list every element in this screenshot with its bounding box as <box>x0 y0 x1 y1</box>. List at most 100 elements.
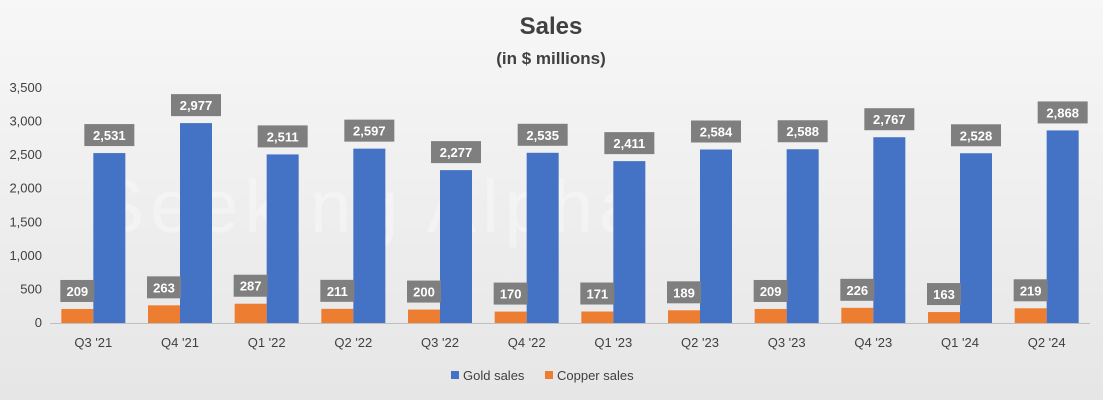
data-label-box <box>1037 101 1088 124</box>
data-label: 170 <box>500 287 522 302</box>
copper-sales-bar <box>321 308 354 323</box>
copper-sales-bar <box>494 311 527 323</box>
x-axis: Q3 '21 Q4 '21 Q1 '22 Q2 '22 Q3 '22 Q4 '22 Q1 '… <box>50 323 1090 350</box>
gold-sales-bar <box>700 149 732 323</box>
data-label-box <box>951 124 1001 147</box>
y-tick-label: 2,000 <box>9 181 42 196</box>
data-label-box <box>604 132 655 155</box>
data-label-box <box>753 279 788 302</box>
copper-sales-bar <box>408 309 440 323</box>
chart-subtitle: (in $ millions) <box>496 49 606 68</box>
copper-sales-bar <box>148 305 180 323</box>
data-label: 2,511 <box>267 129 299 144</box>
data-label-box <box>147 276 181 299</box>
y-tick-label: 3,500 <box>9 80 42 95</box>
legend-swatch <box>545 371 553 379</box>
x-tick-label: Q3 '22 <box>421 335 459 350</box>
data-label-box <box>667 281 701 304</box>
data-label: 219 <box>1020 283 1042 298</box>
data-label: 2,977 <box>180 98 213 113</box>
data-label: 189 <box>673 285 695 300</box>
chart-title: Sales <box>520 13 583 40</box>
data-labels: 209 2,531 263 2,977 287 2,511 211 2,597 200 2,277… <box>60 94 1088 306</box>
data-label: 2,868 <box>1046 105 1079 120</box>
gold-sales-bar <box>873 137 906 323</box>
data-label: 209 <box>760 284 782 299</box>
data-label-box <box>1013 279 1048 302</box>
data-label-box <box>864 108 915 131</box>
x-tick-label: Q1 '22 <box>248 335 286 350</box>
data-label: 2,528 <box>960 128 993 143</box>
gold-sales-bar <box>960 153 992 323</box>
data-label-box <box>233 274 268 297</box>
x-tick-label: Q2 '22 <box>334 335 372 350</box>
y-tick-label: 1,000 <box>9 248 42 263</box>
data-label: 209 <box>66 284 88 299</box>
gold-sales-bar <box>526 152 559 323</box>
data-label-box <box>777 120 828 143</box>
copper-sales-bar <box>234 303 267 323</box>
data-label: 2,584 <box>700 125 733 140</box>
gold-sales-bar <box>180 123 212 323</box>
x-tick-label: Q1 '23 <box>594 335 632 350</box>
data-label: 2,767 <box>873 112 906 127</box>
y-tick-label: 500 <box>20 281 42 296</box>
x-tick-label: Q4 '23 <box>854 335 892 350</box>
legend-swatch <box>451 371 459 379</box>
gold-sales-bar <box>266 154 299 323</box>
y-axis: 0 500 1,000 1,500 2,000 2,500 3,000 3,500 <box>9 80 42 330</box>
data-label: 171 <box>586 287 608 302</box>
data-label-box <box>60 279 95 302</box>
copper-sales-bar <box>928 312 960 323</box>
legend-label: Gold sales <box>463 368 525 383</box>
data-label: 2,535 <box>526 128 559 143</box>
data-label-box <box>84 124 135 147</box>
data-label-box <box>840 278 875 301</box>
gold-sales-bar <box>353 148 386 323</box>
x-tick-label: Q3 '23 <box>768 335 806 350</box>
gold-sales-bar <box>786 149 819 323</box>
copper-sales-bar <box>841 307 874 323</box>
x-tick-label: Q4 '21 <box>161 335 199 350</box>
gold-sales-bar <box>440 170 472 323</box>
data-label-box <box>493 282 528 305</box>
data-label: 2,277 <box>440 145 473 160</box>
copper-sales-bar <box>668 310 700 323</box>
copper-sales-bar <box>61 308 94 323</box>
data-label-box <box>320 279 355 302</box>
data-label-box <box>171 94 221 117</box>
data-label: 2,411 <box>613 136 645 151</box>
x-tick-label: Q3 '21 <box>74 335 112 350</box>
x-tick-label: Q1 '24 <box>941 335 979 350</box>
x-tick-label: Q2 '24 <box>1028 335 1066 350</box>
data-label: 211 <box>327 284 348 299</box>
data-label: 263 <box>153 280 175 295</box>
bar-area <box>61 123 1079 323</box>
gold-sales-bar <box>93 153 126 323</box>
data-label-box <box>927 283 961 306</box>
y-tick-label: 3,000 <box>9 114 42 129</box>
x-tick-label: Q4 '22 <box>508 335 546 350</box>
x-tick-label: Q2 '23 <box>681 335 719 350</box>
data-label: 163 <box>933 287 955 302</box>
data-label: 2,531 <box>93 128 126 143</box>
data-label-box <box>580 282 615 305</box>
data-label: 200 <box>413 285 435 300</box>
data-label-box <box>344 119 395 142</box>
copper-sales-bar <box>581 311 614 323</box>
y-tick-label: 2,500 <box>9 147 42 162</box>
data-label-box <box>431 141 481 164</box>
copper-sales-bar <box>1014 308 1047 323</box>
data-label: 2,597 <box>353 124 386 139</box>
copper-sales-bar <box>754 308 787 323</box>
data-label: 287 <box>240 279 262 294</box>
data-label-box <box>257 125 308 148</box>
data-label: 226 <box>846 283 868 298</box>
data-label: 2,588 <box>786 124 819 139</box>
gold-sales-bar <box>1046 130 1079 323</box>
data-label-box <box>691 120 741 143</box>
gold-sales-bar <box>613 161 646 323</box>
data-label-box <box>517 123 568 146</box>
y-tick-label: 1,500 <box>9 214 42 229</box>
